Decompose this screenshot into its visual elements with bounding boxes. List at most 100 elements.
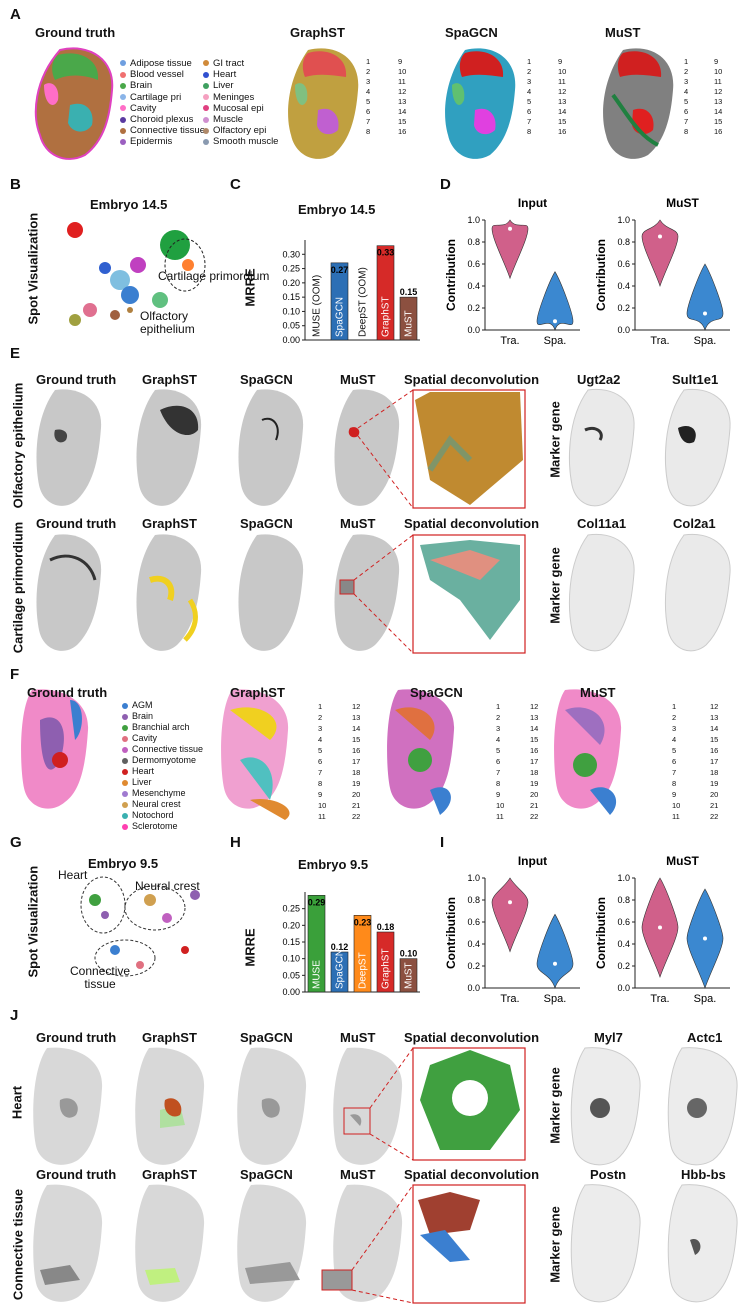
bar: [399, 958, 418, 993]
j-gene-4: Hbb-bs: [681, 1167, 726, 1182]
cluster-num: 3: [366, 77, 371, 86]
bar-category-label: DeepST (OOM): [358, 267, 369, 337]
cluster-num: 6: [366, 107, 371, 116]
cluster-num: 3: [496, 724, 501, 733]
cluster-num: 7: [366, 117, 371, 126]
h-chart: 0.00 0.05 0.10 0.15 0.20 0.25 0.29 MUSE 0.12SpaG…: [282, 892, 420, 997]
f-embryo-must: [554, 689, 622, 815]
bar-value-label: 0.29: [308, 897, 326, 907]
legend-dot: [122, 702, 128, 709]
violin: [536, 271, 574, 331]
cluster-num: 16: [558, 127, 567, 136]
c-title: Embryo 14.5: [298, 202, 376, 217]
cluster-num: 6: [527, 107, 532, 116]
bar-category-label: MUSE: [312, 960, 323, 989]
legend-dot: [122, 724, 128, 731]
cluster-num: 9: [398, 57, 403, 66]
y-tick-label: 0.6: [617, 259, 630, 269]
a-title-spagcn: SpaGCN: [445, 25, 498, 40]
cluster-num: 4: [672, 735, 677, 744]
cluster-num: 13: [398, 97, 407, 106]
cluster-num: 3: [684, 77, 689, 86]
y-tick-label: 1.0: [467, 215, 480, 225]
legend-item: Olfactory epi: [203, 125, 278, 136]
cluster-num: 8: [672, 779, 677, 788]
legend-item: Choroid plexus: [120, 114, 205, 125]
cluster-num: 14: [352, 724, 361, 733]
cluster-num: 7: [527, 117, 532, 126]
cluster-num: 16: [530, 746, 539, 755]
legend-dot: [122, 823, 128, 830]
cluster-num: 10: [398, 67, 407, 76]
violin-median: [553, 961, 557, 966]
cluster-num: 4: [318, 735, 323, 744]
cluster-num: 8: [496, 779, 501, 788]
violin-median: [508, 900, 512, 905]
cluster-num: 21: [530, 801, 539, 810]
cluster-num: 12: [398, 87, 407, 96]
e-title-graphst: GraphST: [142, 372, 197, 387]
legend-item: Cartilage pri: [120, 92, 205, 103]
y-tick-label: 0.4: [617, 939, 630, 949]
cluster-num: 10: [672, 801, 681, 810]
bar-category-label: GraphST: [381, 296, 392, 337]
cluster-num: 20: [530, 790, 539, 799]
cluster-num: 19: [352, 779, 361, 788]
y-tick-label: 0.4: [467, 939, 480, 949]
y-tick-label: 0.4: [617, 281, 630, 291]
h-title: Embryo 9.5: [298, 857, 369, 872]
cluster-num: 8: [366, 127, 371, 136]
legend-dot: [122, 801, 128, 808]
cluster-num: 7: [318, 768, 323, 777]
cluster-num: 6: [672, 757, 677, 766]
bar-category-label: GraphST: [381, 948, 392, 989]
cluster-num: 2: [684, 67, 689, 76]
cluster-num: 4: [527, 87, 532, 96]
y-tick-label: 0.15: [282, 292, 300, 302]
cluster-num: 2: [318, 713, 323, 722]
c-chart: 0.00 0.05 0.10 0.15 0.20 0.25 0.30 MUSE (OOM) 0.…: [282, 240, 420, 345]
y-tick-label: 0.15: [282, 937, 300, 947]
e-row2-deconv: [353, 534, 526, 654]
j-row2-spagcn: [237, 1184, 307, 1302]
violin-ylabel: Contribution: [594, 239, 608, 311]
j-row1-deconv: [369, 1047, 526, 1161]
g-annot-heart: Heart: [58, 868, 88, 882]
cluster-num: 17: [710, 757, 719, 766]
legend-item: Liver: [203, 80, 278, 91]
legend-dot: [120, 116, 126, 123]
e-gene-4: Col2a1: [673, 516, 716, 531]
j-title-graphst-2: GraphST: [142, 1167, 197, 1182]
cluster-num: 9: [714, 57, 719, 66]
e-row2-gt: [36, 534, 102, 651]
a-graphst-nums-b: 9 10 11 12 13 14 15 16: [398, 57, 406, 137]
legend-item: Blood vessel: [120, 69, 205, 80]
legend-dot: [203, 60, 209, 67]
e-row1-marker1: [568, 388, 635, 507]
e-row1-spagcn: [238, 389, 304, 506]
b-annot-olfactory: Olfactory epithelium: [140, 309, 195, 336]
f-title-spagcn: SpaGCN: [410, 685, 463, 700]
j-gene-3: Postn: [590, 1167, 627, 1182]
e-title-must: MuST: [340, 372, 376, 387]
legend-item: Heart: [122, 766, 203, 777]
panel-label-f: F: [10, 666, 20, 683]
d-chart: Input Contribution 0.0 0.2 0.4 0.6 0.8 1.0 Tra. S…: [444, 196, 730, 347]
violin-median: [658, 925, 662, 930]
a-embryo-graphst: [288, 48, 359, 159]
e-title-gt: Ground truth: [36, 372, 117, 387]
violin: [491, 877, 529, 953]
cluster-num: 17: [352, 757, 361, 766]
cluster-num: 4: [496, 735, 501, 744]
cluster-num: 19: [530, 779, 539, 788]
violin: [491, 219, 529, 280]
violin-category-label: Spa.: [694, 335, 717, 347]
cluster-num: 16: [352, 746, 361, 755]
e-row2-graphst: [136, 534, 202, 651]
legend-item: Mesenchyme: [122, 788, 203, 799]
e-gene-3: Col11a1: [577, 516, 627, 531]
panel-label-e: E: [10, 345, 21, 362]
bar: [376, 245, 395, 341]
legend-item: GI tract: [203, 58, 278, 69]
